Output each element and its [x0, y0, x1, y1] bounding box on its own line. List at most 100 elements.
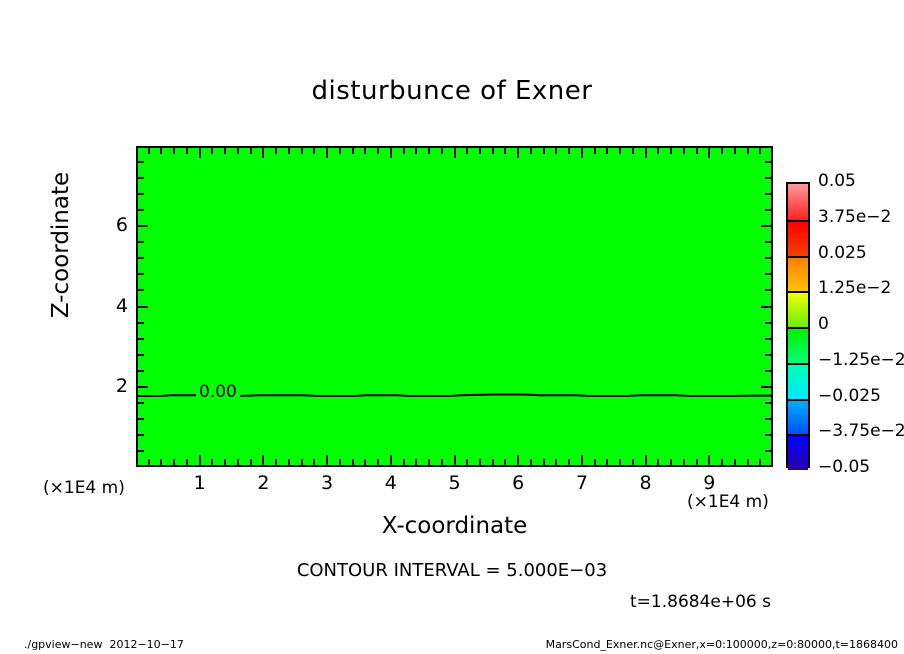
x-minor-tick-top [466, 148, 469, 154]
x-minor-tick-top [402, 148, 405, 154]
colorbar-tick-label: 0.025 [818, 242, 867, 263]
colorbar-band [788, 184, 808, 220]
x-minor-tick-top [529, 148, 532, 154]
field-raster [138, 148, 771, 465]
x-minor-tick-top [287, 148, 290, 154]
y-minor-tick [138, 321, 144, 324]
x-minor-tick-top [504, 148, 507, 154]
colorbar-tick-label: −3.75e−2 [818, 421, 904, 442]
x-minor-tick [160, 459, 163, 465]
x-tick-label: 3 [321, 472, 334, 494]
y-minor-tick [138, 353, 144, 356]
y-major-tick-right [761, 385, 771, 388]
timestamp-annotation: t=1.8684e+06 s [630, 592, 771, 612]
x-minor-tick [351, 459, 354, 465]
x-minor-tick-top [236, 148, 239, 154]
y-minor-tick-right [765, 353, 771, 356]
x-major-tick [453, 455, 456, 465]
x-minor-tick-top [338, 148, 341, 154]
colorbar-band [788, 327, 808, 363]
x-minor-tick [606, 459, 609, 465]
x-axis-title: X-coordinate [381, 513, 528, 539]
x-major-tick-top [644, 148, 647, 158]
x-minor-tick-top [721, 148, 724, 154]
x-minor-tick [670, 459, 673, 465]
x-minor-tick [224, 459, 227, 465]
y-minor-tick-right [765, 177, 771, 180]
x-minor-tick-top [542, 148, 545, 154]
x-minor-tick [440, 459, 443, 465]
colorbar-band [788, 291, 808, 327]
y-minor-tick [138, 289, 144, 292]
x-minor-tick [542, 459, 545, 465]
x-tick-label: 5 [448, 472, 461, 494]
y-minor-tick-right [765, 369, 771, 372]
x-minor-tick-top [364, 148, 367, 154]
x-minor-tick [504, 459, 507, 465]
y-minor-tick-right [765, 433, 771, 436]
x-minor-tick-top [173, 148, 176, 154]
x-minor-tick-top [211, 148, 214, 154]
x-minor-tick-top [224, 148, 227, 154]
y-minor-tick [138, 417, 144, 420]
y-minor-tick [138, 449, 144, 452]
plot-area [136, 146, 773, 467]
x-minor-tick-top [593, 148, 596, 154]
y-tick-label: 4 [115, 294, 128, 317]
x-minor-tick-top [568, 148, 571, 154]
contour-level-label: 0.00 [196, 382, 240, 402]
y-minor-tick-right [765, 273, 771, 276]
x-minor-tick-top [657, 148, 660, 154]
y-major-tick-right [761, 225, 771, 228]
y-minor-tick [138, 193, 144, 196]
x-minor-tick [236, 459, 239, 465]
y-minor-tick [138, 257, 144, 260]
x-minor-tick [249, 459, 252, 465]
footer-source-label: MarsCond_Exner.nc@Exner,x=0:100000,z=0:8… [545, 638, 898, 651]
contour-line-group [138, 393, 771, 398]
x-tick-label: 7 [575, 472, 588, 494]
x-minor-tick-top [415, 148, 418, 154]
y-minor-tick-right [765, 257, 771, 260]
x-minor-tick [491, 459, 494, 465]
y-minor-tick [138, 337, 144, 340]
x-minor-tick [529, 459, 532, 465]
x-minor-tick-top [606, 148, 609, 154]
y-axis-title: Z-coordinate [48, 171, 74, 319]
colorbar-tick-label: 1.25e−2 [818, 278, 892, 299]
x-minor-tick-top [185, 148, 188, 154]
x-minor-tick [619, 459, 622, 465]
x-minor-tick [428, 459, 431, 465]
colorbar [786, 182, 810, 470]
x-minor-tick [313, 459, 316, 465]
colorbar-band [788, 362, 808, 399]
x-major-tick-top [517, 148, 520, 158]
x-minor-tick-top [491, 148, 494, 154]
colorbar-tick-label: 0 [818, 314, 829, 334]
colorbar-band [788, 219, 808, 256]
page-title: disturbunce of Exner [311, 76, 593, 106]
y-minor-tick-right [765, 401, 771, 404]
x-minor-tick-top [275, 148, 278, 154]
x-major-tick-top [580, 148, 583, 158]
x-minor-tick-top [478, 148, 481, 154]
y-minor-tick-right [765, 417, 771, 420]
x-major-tick [262, 455, 265, 465]
y-minor-tick [138, 273, 144, 276]
x-minor-tick [478, 459, 481, 465]
x-major-tick [198, 455, 201, 465]
y-minor-tick-right [765, 161, 771, 164]
x-minor-tick-top [695, 148, 698, 154]
y-tick-label: 2 [115, 374, 128, 397]
x-minor-tick [466, 459, 469, 465]
y-minor-tick-right [765, 209, 771, 212]
x-minor-tick [300, 459, 303, 465]
y-minor-tick-right [765, 321, 771, 324]
colorbar-tick-label: −1.25e−2 [818, 349, 904, 370]
y-minor-tick [138, 177, 144, 180]
x-minor-tick [682, 459, 685, 465]
y-major-tick [138, 385, 148, 388]
y-minor-tick-right [765, 449, 771, 452]
y-minor-tick-right [765, 193, 771, 196]
x-minor-tick [185, 459, 188, 465]
